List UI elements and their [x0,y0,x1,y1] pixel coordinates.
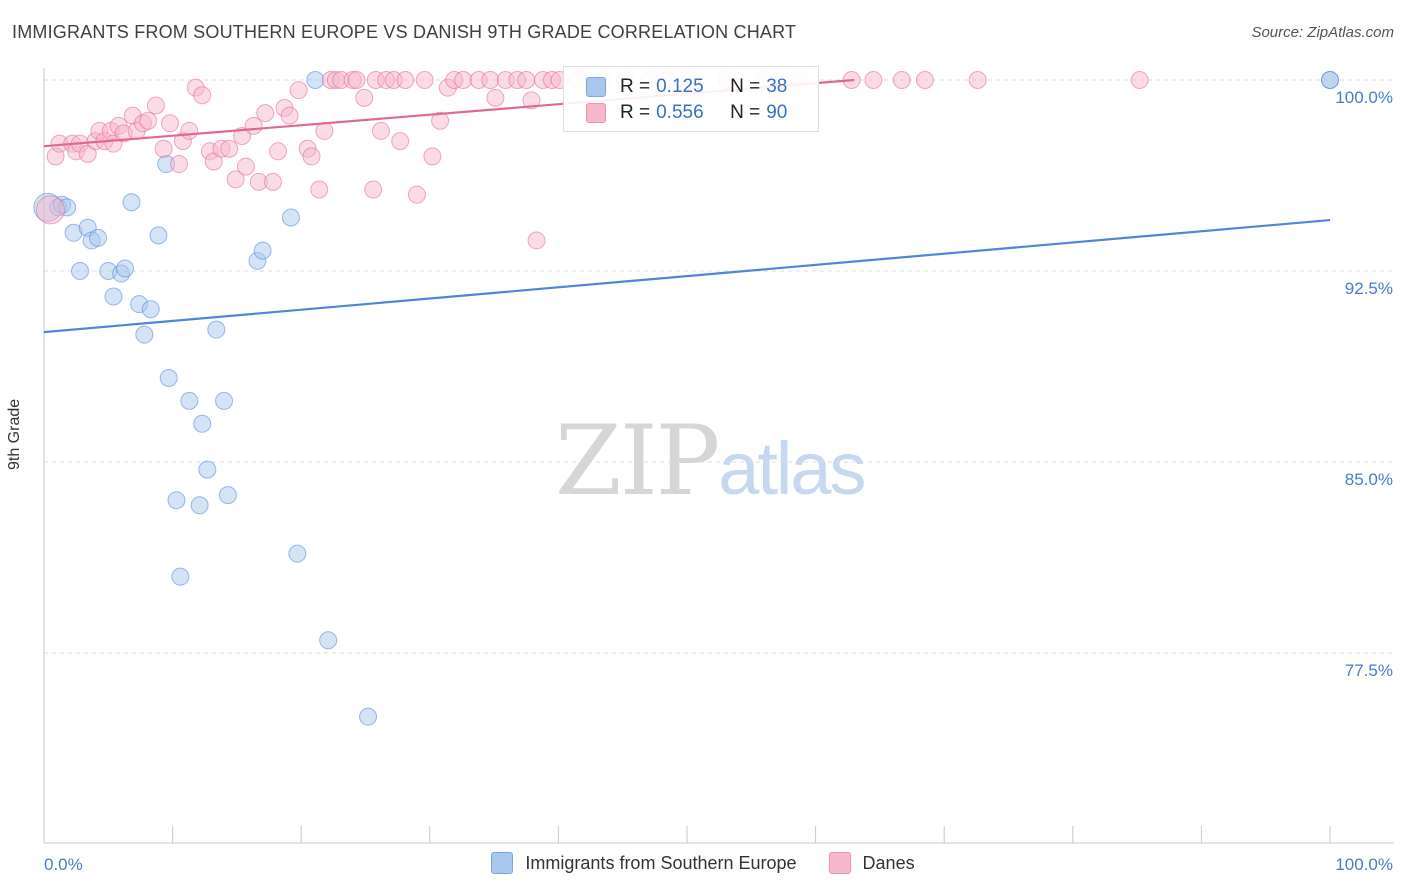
immigrants-point [71,262,90,280]
legend: Immigrants from Southern Europe Danes [0,852,1406,874]
danes-point [423,147,442,166]
danes-point [154,139,173,158]
immigrants-point [89,228,108,247]
danes-point [170,155,189,174]
immigrants-point [141,300,160,319]
immigrants-point [207,320,226,339]
danes-point [454,71,473,89]
legend-label: Immigrants from Southern Europe [525,852,797,873]
stats-swatch-pink [586,103,606,123]
immigrants-point [190,496,209,515]
danes-point [139,111,158,130]
legend-item-danes[interactable]: Danes [828,852,915,874]
tick-labels: 77.5% 85.0% 92.5% 100.0% 0.0% 100.0% [44,88,1393,874]
danes-point [269,142,288,161]
immigrants-point [218,486,237,505]
immigrants-point [193,414,212,433]
danes-point [289,81,308,100]
danes-point [415,71,434,89]
axes [43,68,1394,844]
danes-point [892,71,911,89]
danes-point [371,121,390,140]
danes-point [280,106,299,125]
legend-label: Danes [862,852,915,873]
immigrants-point [281,208,300,227]
immigrants-point [159,368,178,387]
danes-point [302,147,321,166]
danes-point [315,121,334,140]
danes-point [146,96,165,115]
danes-point [347,71,366,89]
stats-row-danes: R = 0.556 N = 90 [586,100,787,126]
immigrants-point [215,391,234,410]
immigrants-point [116,259,135,278]
chart-title: IMMIGRANTS FROM SOUTHERN EUROPE VS DANIS… [12,22,797,42]
immigrants-point [306,71,325,89]
immigrants-trend-line [43,218,1331,334]
stats-n-value: 90 [766,102,788,123]
stats-r-value: 0.556 [656,102,704,123]
danes-point [236,157,255,176]
immigrants-point [319,631,338,650]
immigrants-point [167,491,186,510]
danes-point [431,111,450,130]
immigrants-point [122,193,141,212]
danes-point [1130,71,1149,89]
danes-point [968,71,987,89]
immigrants-point [180,391,199,410]
series-immigrants-points [33,71,1339,726]
danes-point [915,71,934,89]
danes-point [263,172,282,191]
stats-row-immigrants: R = 0.125 N = 38 [586,74,787,100]
immigrants-point [135,325,154,344]
danes-point [364,180,383,199]
danes-point [391,132,410,151]
danes-point [161,114,180,133]
stats-box: R = 0.125 N = 38 R = 0.556 N = 90 [563,66,819,132]
legend-item-immigrants[interactable]: Immigrants from Southern Europe [491,852,797,874]
danes-point [193,86,212,105]
danes-point [396,71,415,89]
legend-swatch-blue [491,852,514,874]
danes-point [256,104,275,123]
immigrants-point [253,241,272,260]
danes-point [481,71,500,89]
stats-n-value: 38 [766,76,788,97]
stats-r-value: 0.125 [656,76,704,97]
immigrants-point [149,226,168,245]
danes-point [522,91,541,110]
immigrants-point [171,567,190,586]
danes-point [864,71,883,89]
stats-r-label: R = [620,102,651,123]
immigrants-point [198,460,217,479]
legend-swatch-pink [828,852,851,874]
danes-point [486,88,505,107]
danes-point [35,195,65,225]
danes-point [517,71,536,89]
danes-point [180,121,199,140]
x-tick-label: 100.0% [1335,855,1393,874]
stats-n-label: N = [730,102,761,123]
stats-r-label: R = [620,76,651,97]
y-tick-label: 77.5% [1345,661,1393,680]
danes-point [310,180,329,199]
y-tick-label: 100.0% [1335,88,1393,107]
immigrants-point [288,544,307,563]
stats-swatch-blue [586,77,606,97]
danes-point [407,185,426,204]
source-label: Source: ZipAtlas.com [1251,24,1394,41]
danes-point [527,231,546,250]
danes-point [355,88,374,107]
y-tick-label: 85.0% [1345,470,1393,489]
danes-point [220,139,239,158]
danes-point [226,170,245,189]
immigrants-point [1321,71,1339,89]
danes-point [233,127,252,146]
y-tick-label: 92.5% [1345,279,1393,298]
immigrants-point [104,287,123,306]
stats-n-label: N = [730,76,761,97]
x-tick-label: 0.0% [44,855,83,874]
immigrants-point [359,707,378,726]
